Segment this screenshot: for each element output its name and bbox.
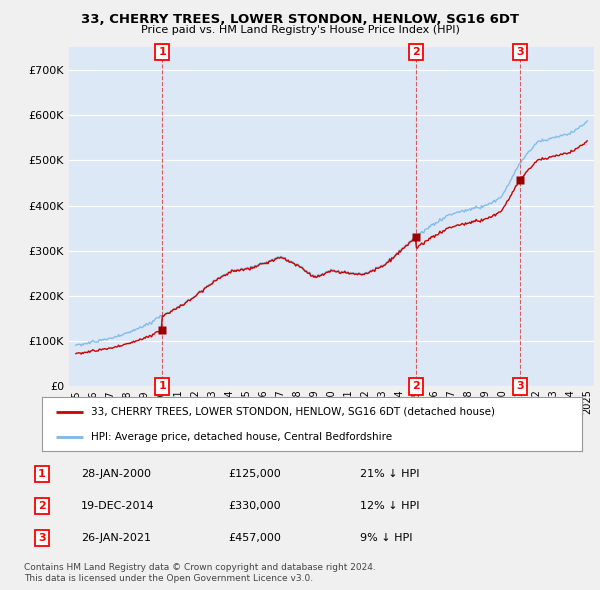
Text: 28-JAN-2000: 28-JAN-2000: [81, 470, 151, 479]
Text: £125,000: £125,000: [228, 470, 281, 479]
Text: 3: 3: [517, 382, 524, 391]
Text: 12% ↓ HPI: 12% ↓ HPI: [360, 502, 419, 511]
Text: 1: 1: [158, 382, 166, 391]
Text: 1: 1: [38, 470, 46, 479]
Text: 19-DEC-2014: 19-DEC-2014: [81, 502, 155, 511]
Text: 2: 2: [38, 502, 46, 511]
Text: 9% ↓ HPI: 9% ↓ HPI: [360, 533, 413, 543]
Text: 3: 3: [38, 533, 46, 543]
Text: 21% ↓ HPI: 21% ↓ HPI: [360, 470, 419, 479]
Text: Price paid vs. HM Land Registry's House Price Index (HPI): Price paid vs. HM Land Registry's House …: [140, 25, 460, 35]
Text: 26-JAN-2021: 26-JAN-2021: [81, 533, 151, 543]
Text: Contains HM Land Registry data © Crown copyright and database right 2024.
This d: Contains HM Land Registry data © Crown c…: [24, 563, 376, 583]
Text: £457,000: £457,000: [228, 533, 281, 543]
Text: 2: 2: [412, 47, 420, 57]
Text: 3: 3: [517, 47, 524, 57]
Text: HPI: Average price, detached house, Central Bedfordshire: HPI: Average price, detached house, Cent…: [91, 432, 392, 442]
Text: 33, CHERRY TREES, LOWER STONDON, HENLOW, SG16 6DT (detached house): 33, CHERRY TREES, LOWER STONDON, HENLOW,…: [91, 407, 494, 417]
Text: 33, CHERRY TREES, LOWER STONDON, HENLOW, SG16 6DT: 33, CHERRY TREES, LOWER STONDON, HENLOW,…: [81, 13, 519, 26]
Text: £330,000: £330,000: [228, 502, 281, 511]
Text: 1: 1: [158, 47, 166, 57]
Text: 2: 2: [412, 382, 420, 391]
